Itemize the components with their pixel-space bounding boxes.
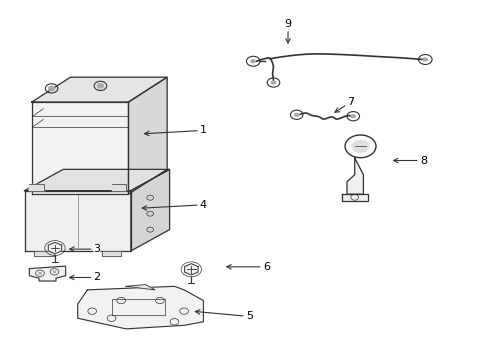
Polygon shape [102,251,121,256]
Text: 8: 8 [393,156,426,166]
Text: 2: 2 [69,273,101,283]
Polygon shape [34,251,53,256]
Polygon shape [24,191,131,251]
Circle shape [48,86,55,91]
Circle shape [351,140,368,153]
Circle shape [250,59,256,63]
Polygon shape [126,284,155,290]
Text: 4: 4 [142,200,206,210]
Polygon shape [29,184,44,191]
Text: 6: 6 [226,262,269,272]
Polygon shape [48,242,61,254]
Circle shape [38,272,42,275]
Circle shape [350,114,355,118]
Polygon shape [342,194,367,201]
Polygon shape [131,169,169,251]
Polygon shape [24,169,169,191]
Text: 1: 1 [144,125,206,136]
Text: 3: 3 [69,244,101,254]
Polygon shape [29,266,65,281]
Text: 5: 5 [195,310,252,321]
Circle shape [293,113,299,117]
Polygon shape [346,158,363,194]
Circle shape [97,84,103,88]
Circle shape [422,57,427,62]
Polygon shape [32,77,167,102]
Circle shape [53,270,56,273]
Polygon shape [111,184,126,191]
Text: 9: 9 [284,19,291,43]
Text: 7: 7 [334,97,354,112]
Polygon shape [32,102,128,194]
Polygon shape [184,264,198,275]
Polygon shape [78,286,203,329]
Circle shape [270,80,276,85]
Polygon shape [128,77,167,194]
